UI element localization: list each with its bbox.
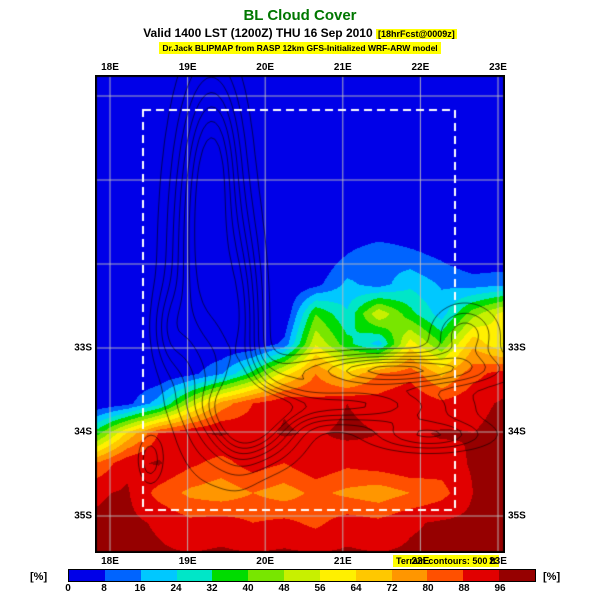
lat-label-right: 34S	[508, 426, 526, 438]
lon-label-bottom: 23E	[489, 556, 507, 567]
colorbar-tick: 56	[314, 583, 326, 594]
lon-label-top: 23E	[489, 62, 507, 73]
colorbar-tick: 32	[206, 583, 218, 594]
colorbar-tick: 40	[242, 583, 254, 594]
lat-label-right: 33S	[508, 342, 526, 354]
lon-label-bottom: 21E	[333, 556, 352, 567]
colorbar-tick: 64	[350, 583, 362, 594]
lon-label-bottom: 18E	[101, 556, 119, 567]
lon-label-top: 21E	[333, 62, 352, 73]
colorbar-tick: 48	[278, 583, 290, 594]
colorbar	[68, 569, 536, 582]
colorbar-segment	[499, 570, 535, 581]
model-info-text: Dr.Jack BLIPMAP from RASP 12km GFS-Initi…	[159, 42, 441, 54]
lat-label-right: 35S	[508, 510, 526, 522]
lat-label-left: 34S	[74, 426, 92, 438]
lat-label-left: 33S	[74, 342, 92, 354]
colorbar-unit-left: [%]	[30, 571, 48, 583]
colorbar-tick: 8	[101, 583, 107, 594]
colorbar-segment	[427, 570, 464, 581]
model-info-line: Dr.Jack BLIPMAP from RASP 12km GFS-Initi…	[0, 42, 600, 54]
colorbar-tick: 72	[386, 583, 398, 594]
lat-label-left: 35S	[74, 510, 92, 522]
colorbar-segment	[284, 570, 320, 581]
colorbar-tick: 24	[170, 583, 182, 594]
lon-label-top: 18E	[101, 62, 119, 73]
lon-label-top: 22E	[411, 62, 430, 73]
page-title: BL Cloud Cover	[243, 7, 357, 24]
colorbar-segment	[140, 570, 177, 581]
terrain-contour-note: Terrain contours: 500 ft	[393, 555, 499, 567]
colorbar-segment	[391, 570, 428, 581]
colorbar-unit-right: [%]	[543, 571, 561, 583]
colorbar-tick: 88	[458, 583, 470, 594]
colorbar-segment	[355, 570, 392, 581]
colorbar-tick: 96	[494, 583, 506, 594]
lon-label-bottom: 22E	[411, 556, 430, 567]
colorbar-segment	[248, 570, 285, 581]
colorbar-tick: 0	[65, 583, 71, 594]
lon-label-bottom: 20E	[256, 556, 275, 567]
lon-label-bottom: 19E	[178, 556, 197, 567]
cloud-cover-map-canvas	[95, 75, 505, 553]
lon-label-top: 20E	[256, 62, 275, 73]
colorbar-tick: 80	[422, 583, 434, 594]
lon-label-top: 19E	[178, 62, 197, 73]
colorbar-segment	[69, 570, 105, 581]
colorbar-segment	[104, 570, 141, 581]
colorbar-tick: 16	[134, 583, 146, 594]
colorbar-segment	[212, 570, 249, 581]
colorbar-segment	[463, 570, 500, 581]
valid-time-line: Valid 1400 LST (1200Z) THU 16 Sep 2010 […	[0, 26, 600, 40]
forecast-tag: [18hrFcst@0009z]	[375, 29, 457, 39]
colorbar-segment	[319, 570, 356, 581]
valid-time-text: Valid 1400 LST (1200Z) THU 16 Sep 2010	[143, 26, 376, 40]
colorbar-segment	[176, 570, 213, 581]
